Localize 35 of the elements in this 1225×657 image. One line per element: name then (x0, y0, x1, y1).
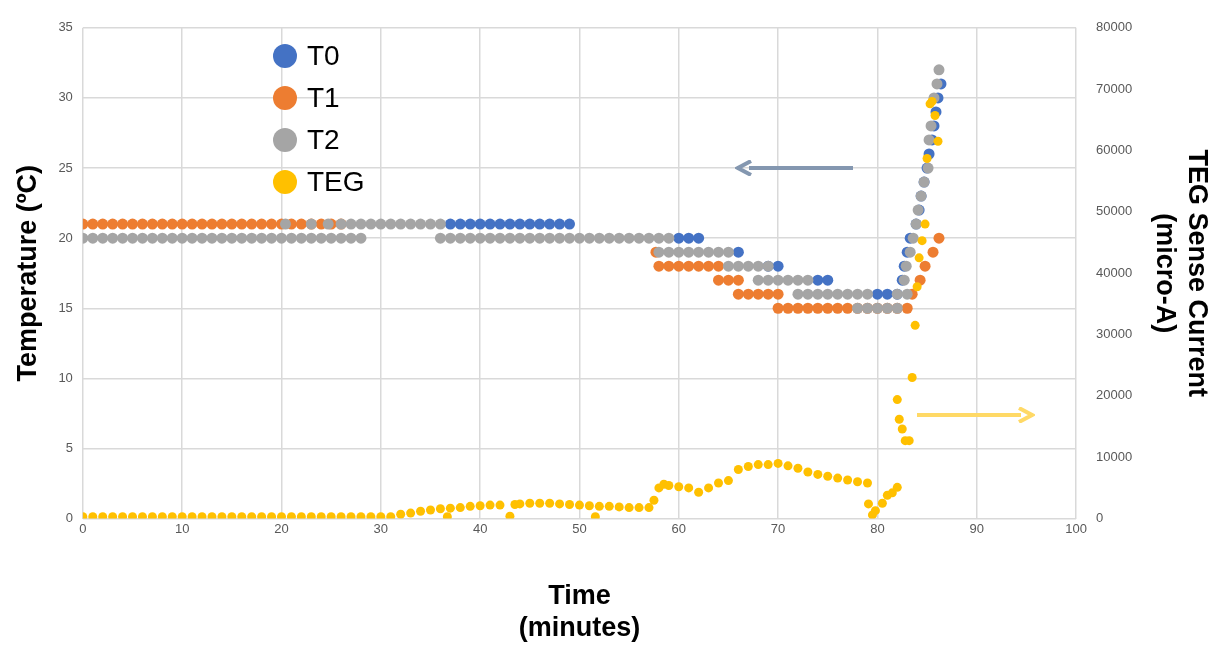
y-tick-label: 35 (58, 19, 73, 35)
x-tick-label: 100 (1065, 520, 1087, 536)
y-tick-label: 15 (58, 299, 73, 315)
x-tick-label: 10 (174, 520, 190, 536)
legend-label: T2 (307, 123, 340, 157)
x-axis-title: Time (minutes) (518, 579, 641, 643)
x-tick-label: 70 (770, 520, 786, 536)
y2-tick-label: 20000 (1096, 387, 1133, 403)
x-tick-label: 50 (572, 520, 587, 536)
y2-tick-label: 40000 (1096, 264, 1133, 280)
y-tick-label: 30 (58, 89, 73, 105)
x-tick-label: 60 (671, 520, 687, 536)
legend-label: TEG (307, 165, 365, 199)
y2-tick-label: 10000 (1096, 448, 1133, 464)
y2-tick-label: 60000 (1096, 142, 1133, 158)
y-tick-label: 5 (65, 440, 73, 456)
x-tick-label: 40 (472, 520, 488, 536)
y2-tick-label: 0 (1096, 510, 1104, 526)
legend-label: T1 (307, 81, 340, 115)
x-tick-label: 0 (79, 520, 87, 536)
y-tick-label: 0 (65, 510, 73, 526)
y-tick-label: 10 (58, 369, 73, 385)
x-tick-label: 90 (969, 520, 984, 536)
y2-tick-label: 70000 (1096, 80, 1133, 96)
y-tick-label: 25 (58, 159, 73, 175)
x-tick-label: 20 (274, 520, 289, 536)
y2-tick-label: 80000 (1096, 19, 1133, 35)
y-tick-label: 20 (58, 229, 73, 245)
x-tick-label: 30 (373, 520, 389, 536)
legend-label: T0 (307, 39, 340, 73)
y-axis-title: Temperature (ºC) (11, 165, 42, 382)
y2-tick-label: 50000 (1096, 203, 1133, 219)
y2-tick-label: 30000 (1096, 326, 1133, 342)
x-tick-label: 80 (870, 520, 885, 536)
y2-axis-title: TEG Sense Current (micro-A) (1150, 149, 1214, 397)
